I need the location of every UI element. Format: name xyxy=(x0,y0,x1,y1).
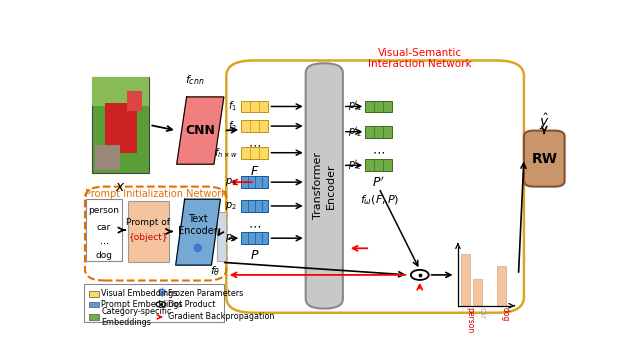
Bar xyxy=(241,232,269,244)
Text: $f_{\omega}(F, P)$: $f_{\omega}(F, P)$ xyxy=(360,194,399,207)
Text: $f_{cnn}$: $f_{cnn}$ xyxy=(186,73,205,87)
Text: $f_{\theta}$: $f_{\theta}$ xyxy=(210,264,220,278)
Bar xyxy=(241,120,269,132)
Bar xyxy=(105,103,137,153)
Bar xyxy=(84,284,224,322)
Text: Visual Embeddings: Visual Embeddings xyxy=(101,289,178,298)
Text: CNN: CNN xyxy=(186,124,215,137)
Text: dog: dog xyxy=(95,251,112,260)
Text: $\cdots$: $\cdots$ xyxy=(248,219,261,232)
Text: $f_{h\times w}$: $f_{h\times w}$ xyxy=(214,146,237,159)
Text: car: car xyxy=(477,307,486,319)
Bar xyxy=(218,212,227,261)
Text: Frozen Parameters: Frozen Parameters xyxy=(168,289,243,298)
Text: Transformer
Encoder: Transformer Encoder xyxy=(313,153,336,219)
Text: Encoder: Encoder xyxy=(178,226,218,236)
Bar xyxy=(95,145,120,170)
Text: $\cdots$: $\cdots$ xyxy=(99,237,109,246)
Text: Gradient Backpropagation: Gradient Backpropagation xyxy=(168,312,274,321)
Bar xyxy=(241,147,269,159)
Text: $p'_1$: $p'_1$ xyxy=(348,100,362,113)
Text: person: person xyxy=(465,307,474,333)
Text: Text: Text xyxy=(188,214,208,224)
Text: $P'$: $P'$ xyxy=(372,175,385,190)
Text: Prompt Initialization Network: Prompt Initialization Network xyxy=(84,189,227,199)
Bar xyxy=(89,314,99,320)
Circle shape xyxy=(156,301,166,307)
Bar xyxy=(365,126,392,138)
Bar xyxy=(365,159,392,171)
Bar xyxy=(89,301,99,307)
Bar xyxy=(241,100,269,112)
Text: person: person xyxy=(88,206,119,215)
Bar xyxy=(127,91,142,111)
Bar xyxy=(86,199,122,261)
Text: ...: ... xyxy=(485,309,493,318)
Text: $\cdots$: $\cdots$ xyxy=(248,138,261,151)
FancyBboxPatch shape xyxy=(306,63,343,309)
Text: $p_1$: $p_1$ xyxy=(225,176,237,188)
Text: Prompt Embeddings: Prompt Embeddings xyxy=(101,300,183,309)
Text: $f_1$: $f_1$ xyxy=(228,100,237,113)
Bar xyxy=(92,77,150,106)
Text: $P$: $P$ xyxy=(250,249,259,262)
Text: Interaction Network: Interaction Network xyxy=(368,59,472,69)
Polygon shape xyxy=(176,199,220,265)
Text: Dot Product: Dot Product xyxy=(168,300,215,309)
Text: car: car xyxy=(97,223,111,232)
Text: $\cdots$: $\cdots$ xyxy=(372,145,385,158)
FancyBboxPatch shape xyxy=(524,131,564,187)
Bar xyxy=(241,176,269,188)
Bar xyxy=(92,77,150,173)
Text: ❅: ❅ xyxy=(192,242,204,256)
Text: $\hat{y}$: $\hat{y}$ xyxy=(539,112,550,132)
Text: ❅: ❅ xyxy=(156,288,166,300)
Bar xyxy=(473,280,482,306)
Text: {object}: {object} xyxy=(129,233,168,242)
Text: $f_2$: $f_2$ xyxy=(228,119,237,133)
Text: $p_c$: $p_c$ xyxy=(225,232,237,244)
Circle shape xyxy=(411,270,429,280)
Bar xyxy=(461,254,470,306)
Bar xyxy=(241,200,269,212)
Text: RW: RW xyxy=(531,151,557,166)
Text: $p_2$: $p_2$ xyxy=(225,200,237,212)
Polygon shape xyxy=(177,97,224,164)
Text: Prompt of: Prompt of xyxy=(127,218,170,227)
Text: Category-specific
Embeddings: Category-specific Embeddings xyxy=(101,307,172,327)
Text: Visual-Semantic: Visual-Semantic xyxy=(378,48,462,59)
Text: $F$: $F$ xyxy=(250,165,259,178)
Bar xyxy=(365,100,392,112)
Bar xyxy=(89,291,99,297)
Text: $x$: $x$ xyxy=(115,179,126,194)
Bar xyxy=(497,266,506,306)
Text: $p'_2$: $p'_2$ xyxy=(348,125,362,139)
Text: dog: dog xyxy=(501,307,510,321)
Bar xyxy=(128,201,169,262)
Text: $p'_c$: $p'_c$ xyxy=(348,158,362,172)
